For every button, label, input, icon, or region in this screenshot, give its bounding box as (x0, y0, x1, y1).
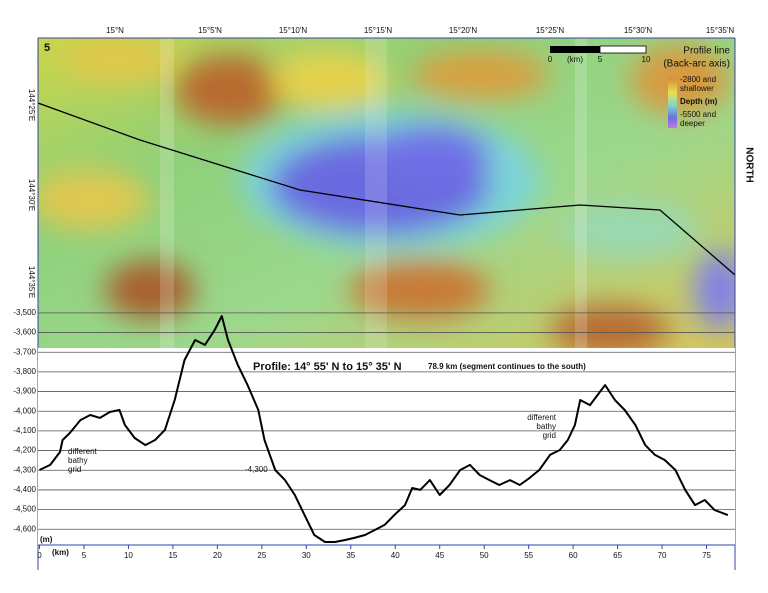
y-tick-label: -4,100 (13, 426, 36, 435)
lat-label: 15°35'N (706, 26, 735, 35)
x-tick-label: 20 (213, 551, 222, 560)
annotation: grid (543, 431, 556, 440)
x-tick-label: 55 (524, 551, 533, 560)
scale-label: 5 (598, 55, 603, 64)
lon-label: 144°30'E (27, 179, 36, 211)
scale-bar (599, 45, 647, 54)
lat-label: 15°15'N (364, 26, 393, 35)
profile-panel (38, 348, 735, 545)
lon-label: 144°25'E (27, 89, 36, 121)
y-tick-label: -3,600 (13, 328, 36, 337)
scale-label: 0 (548, 55, 553, 64)
x-tick-label: 45 (435, 551, 444, 560)
lat-label: 15°10'N (279, 26, 308, 35)
bathymetry-map (38, 38, 735, 348)
y-tick-label: -4,200 (13, 446, 36, 455)
depth-colorbar (668, 78, 677, 128)
x-tick-label: 25 (257, 551, 266, 560)
profile-line (39, 315, 729, 543)
y-tick-label: -4,000 (13, 406, 36, 415)
legend-text: Depth (m) (680, 97, 718, 106)
legend-line: Profile line (683, 46, 730, 57)
legend-text: shallower (680, 84, 714, 93)
legend-text: deeper (680, 119, 705, 128)
y-tick-label: -4,500 (13, 505, 36, 514)
x-tick-label: 60 (569, 551, 578, 560)
y-tick-label: -3,900 (13, 387, 36, 396)
annotation: -4,300 (245, 465, 268, 474)
y-tick-label: -4,400 (13, 485, 36, 494)
north-label: NORTH (743, 147, 754, 183)
x-tick-label: 75 (702, 551, 711, 560)
x-tick-label: 5 (82, 551, 87, 560)
legend-line-sub: (Back-arc axis) (663, 59, 730, 70)
x-tick-label: 30 (302, 551, 311, 560)
lat-label: 15°25'N (536, 26, 565, 35)
lat-label: 15°N (106, 26, 124, 35)
lat-label: 15°20'N (449, 26, 478, 35)
x-tick-label: 40 (391, 551, 400, 560)
x-tick-label: 65 (613, 551, 622, 560)
y-tick-label: -4,600 (13, 524, 36, 533)
x-tick-label: 50 (480, 551, 489, 560)
x-tick-label: 35 (346, 551, 355, 560)
lat-label: 15°30'N (624, 26, 653, 35)
x-tick-label: 15 (168, 551, 177, 560)
lat-label: 15°5'N (198, 26, 222, 35)
chart-subtitle: 78.9 km (segment continues to the south) (428, 362, 586, 371)
y-tick-label: -3,500 (13, 308, 36, 317)
lon-label: 144°35'E (27, 266, 36, 298)
x-tick-label: 70 (658, 551, 667, 560)
chart-title: Profile: 14° 55' N to 15° 35' N (253, 361, 402, 373)
annotation: bathy (68, 456, 88, 465)
annotation: bathy (536, 422, 556, 431)
y-tick-label: -4,300 (13, 465, 36, 474)
x-tick-label: 0 (37, 551, 42, 560)
legend-text: -5500 and (680, 110, 716, 119)
x-axis-label: (km) (52, 548, 69, 557)
scale-label: 10 (642, 55, 651, 64)
panel-number: 5 (44, 42, 50, 54)
annotation: different (527, 413, 557, 422)
y-tick-label: -3,700 (13, 347, 36, 356)
annotation: grid (68, 465, 81, 474)
y-axis-label: (m) (40, 535, 53, 544)
x-tick-label: 10 (124, 551, 133, 560)
annotation: different (68, 447, 98, 456)
scale-unit: (km) (567, 55, 583, 64)
legend-text: -2800 and (680, 75, 716, 84)
scale-bar (550, 46, 600, 53)
y-tick-label: -3,800 (13, 367, 36, 376)
